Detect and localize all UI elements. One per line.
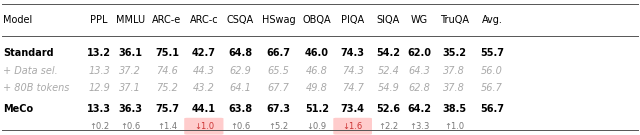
Text: ↑1.4: ↑1.4: [157, 122, 177, 131]
Text: ARC-c: ARC-c: [189, 15, 218, 25]
FancyBboxPatch shape: [184, 118, 223, 135]
Text: 37.2: 37.2: [119, 66, 141, 76]
Text: PIQA: PIQA: [341, 15, 364, 25]
Text: 43.2: 43.2: [193, 83, 215, 93]
Text: 54.2: 54.2: [376, 48, 401, 58]
Text: ↑5.2: ↑5.2: [268, 122, 289, 131]
Text: 46.0: 46.0: [305, 48, 329, 58]
Text: 36.1: 36.1: [118, 48, 142, 58]
Text: 13.2: 13.2: [87, 48, 111, 58]
Text: 64.3: 64.3: [408, 66, 431, 76]
Text: ↑1.0: ↑1.0: [444, 122, 464, 131]
Text: 55.7: 55.7: [480, 48, 504, 58]
Text: MMLU: MMLU: [116, 15, 145, 25]
Text: 49.8: 49.8: [306, 83, 328, 93]
Text: 56.7: 56.7: [481, 83, 503, 93]
Text: 67.3: 67.3: [266, 104, 291, 114]
Text: 75.2: 75.2: [156, 83, 178, 93]
Text: 75.7: 75.7: [155, 104, 179, 114]
Text: ↓1.6: ↓1.6: [342, 122, 363, 131]
Text: HSwag: HSwag: [262, 15, 295, 25]
Text: 52.6: 52.6: [376, 104, 401, 114]
Text: ↓1.0: ↓1.0: [194, 122, 214, 131]
Text: 13.3: 13.3: [88, 66, 110, 76]
Text: 66.7: 66.7: [266, 48, 291, 58]
Text: PPL: PPL: [90, 15, 108, 25]
Text: 63.8: 63.8: [228, 104, 252, 114]
Text: 36.3: 36.3: [118, 104, 142, 114]
Text: 62.8: 62.8: [408, 83, 431, 93]
Text: OBQA: OBQA: [303, 15, 331, 25]
Text: ARC-e: ARC-e: [152, 15, 182, 25]
Text: 65.5: 65.5: [268, 66, 289, 76]
Text: 64.8: 64.8: [228, 48, 252, 58]
Text: ↑0.6: ↑0.6: [230, 122, 250, 131]
Text: 46.8: 46.8: [306, 66, 328, 76]
Text: 38.5: 38.5: [442, 104, 466, 114]
Text: 73.4: 73.4: [340, 104, 365, 114]
Text: 35.2: 35.2: [442, 48, 466, 58]
Text: 74.6: 74.6: [156, 66, 178, 76]
Text: 52.4: 52.4: [378, 66, 399, 76]
Text: 44.3: 44.3: [193, 66, 215, 76]
Text: 74.3: 74.3: [340, 48, 365, 58]
Text: 67.7: 67.7: [268, 83, 289, 93]
Text: ↑2.2: ↑2.2: [378, 122, 399, 131]
Text: 64.2: 64.2: [408, 104, 431, 114]
Text: 42.7: 42.7: [192, 48, 216, 58]
Text: ↑3.3: ↑3.3: [410, 122, 429, 131]
Text: 13.3: 13.3: [87, 104, 111, 114]
Text: ↓0.9: ↓0.9: [307, 122, 327, 131]
Text: 74.3: 74.3: [342, 66, 364, 76]
Text: TruQA: TruQA: [440, 15, 468, 25]
Text: + Data sel.: + Data sel.: [3, 66, 58, 76]
Text: 56.7: 56.7: [480, 104, 504, 114]
Text: ↑0.2: ↑0.2: [89, 122, 109, 131]
FancyBboxPatch shape: [333, 118, 372, 135]
Text: MeCo: MeCo: [3, 104, 33, 114]
Text: SIQA: SIQA: [377, 15, 400, 25]
Text: 74.7: 74.7: [342, 83, 364, 93]
Text: 64.1: 64.1: [229, 83, 251, 93]
Text: CSQA: CSQA: [227, 15, 253, 25]
Text: Avg.: Avg.: [482, 15, 502, 25]
Text: Standard: Standard: [3, 48, 54, 58]
Text: 75.1: 75.1: [155, 48, 179, 58]
Text: 37.8: 37.8: [443, 83, 465, 93]
Text: 62.0: 62.0: [408, 48, 431, 58]
Text: 51.2: 51.2: [305, 104, 329, 114]
Text: Model: Model: [3, 15, 33, 25]
Text: 56.0: 56.0: [481, 66, 503, 76]
Text: 62.9: 62.9: [229, 66, 251, 76]
Text: 12.9: 12.9: [88, 83, 110, 93]
Text: 54.9: 54.9: [378, 83, 399, 93]
Text: 37.1: 37.1: [119, 83, 141, 93]
Text: 37.8: 37.8: [443, 66, 465, 76]
Text: ↑0.6: ↑0.6: [120, 122, 140, 131]
Text: 44.1: 44.1: [192, 104, 216, 114]
Text: + 80B tokens: + 80B tokens: [3, 83, 70, 93]
Text: WG: WG: [411, 15, 428, 25]
